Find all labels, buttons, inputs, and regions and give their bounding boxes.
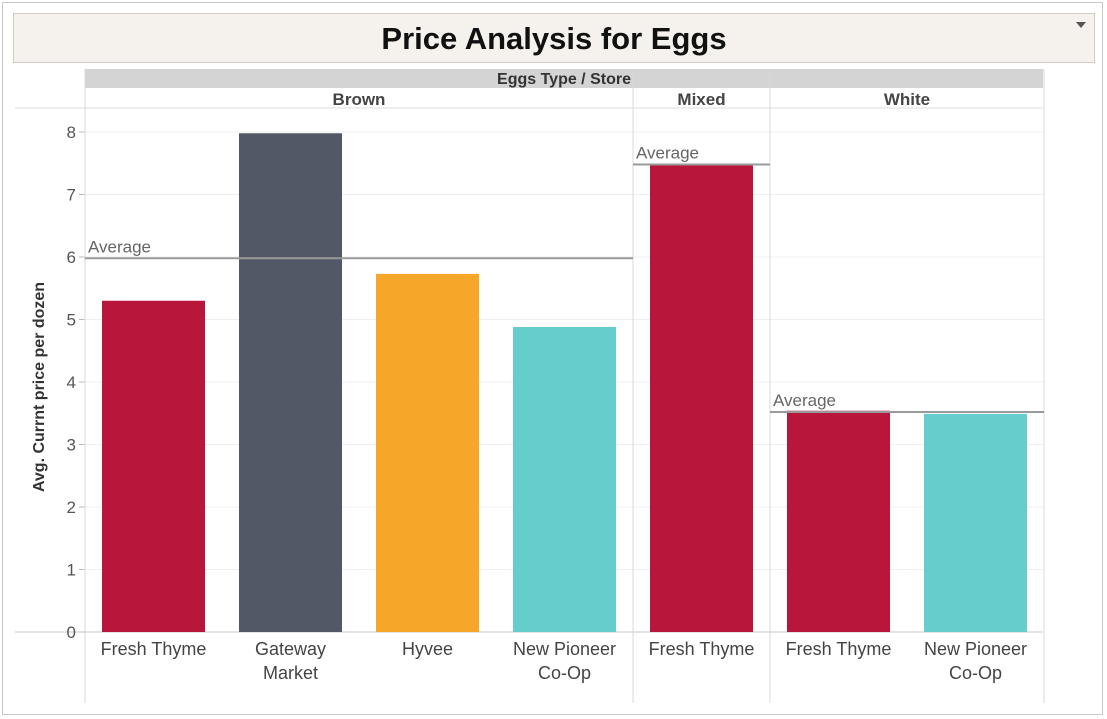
group-label-white: White — [884, 90, 930, 109]
bar[interactable] — [239, 133, 342, 632]
x-tick-label: Fresh Thyme — [649, 639, 755, 659]
dropdown-arrow-icon[interactable] — [1076, 22, 1086, 28]
x-tick-label: Fresh Thyme — [101, 639, 207, 659]
y-tick-label: 2 — [67, 498, 76, 517]
bar[interactable] — [513, 327, 616, 632]
average-label: Average — [88, 237, 151, 256]
y-tick-label: 1 — [67, 561, 76, 580]
group-label-mixed: Mixed — [677, 90, 725, 109]
bar[interactable] — [102, 300, 205, 632]
header-label: Eggs Type / Store — [497, 71, 631, 88]
y-axis-label: Avg. Currnt price per dozen — [31, 282, 48, 492]
average-label: Average — [773, 391, 836, 410]
y-tick-label: 4 — [67, 373, 76, 392]
x-tick-label: Co-Op — [538, 663, 591, 683]
x-tick-label: Market — [263, 663, 318, 683]
x-tick-label: Fresh Thyme — [786, 639, 892, 659]
y-tick-label: 0 — [67, 623, 76, 642]
title-bar: Price Analysis for Eggs — [13, 13, 1095, 63]
bar[interactable] — [376, 273, 479, 632]
x-tick-label: Co-Op — [949, 663, 1002, 683]
x-tick-label: Gateway — [255, 639, 326, 659]
y-tick-label: 5 — [67, 311, 76, 330]
bar[interactable] — [787, 410, 890, 632]
bar[interactable] — [924, 413, 1027, 632]
header-band — [85, 69, 1043, 88]
y-tick-label: 6 — [67, 248, 76, 267]
bar[interactable] — [650, 164, 753, 633]
y-tick-label: 7 — [67, 186, 76, 205]
x-tick-label: New Pioneer — [513, 639, 616, 659]
x-tick-label: Hyvee — [402, 639, 453, 659]
average-label: Average — [636, 144, 699, 163]
y-tick-label: 8 — [67, 123, 76, 142]
group-label-brown: Brown — [333, 90, 386, 109]
page-title: Price Analysis for Eggs — [381, 21, 727, 56]
y-tick-label: 3 — [67, 436, 76, 455]
x-tick-label: New Pioneer — [924, 639, 1027, 659]
